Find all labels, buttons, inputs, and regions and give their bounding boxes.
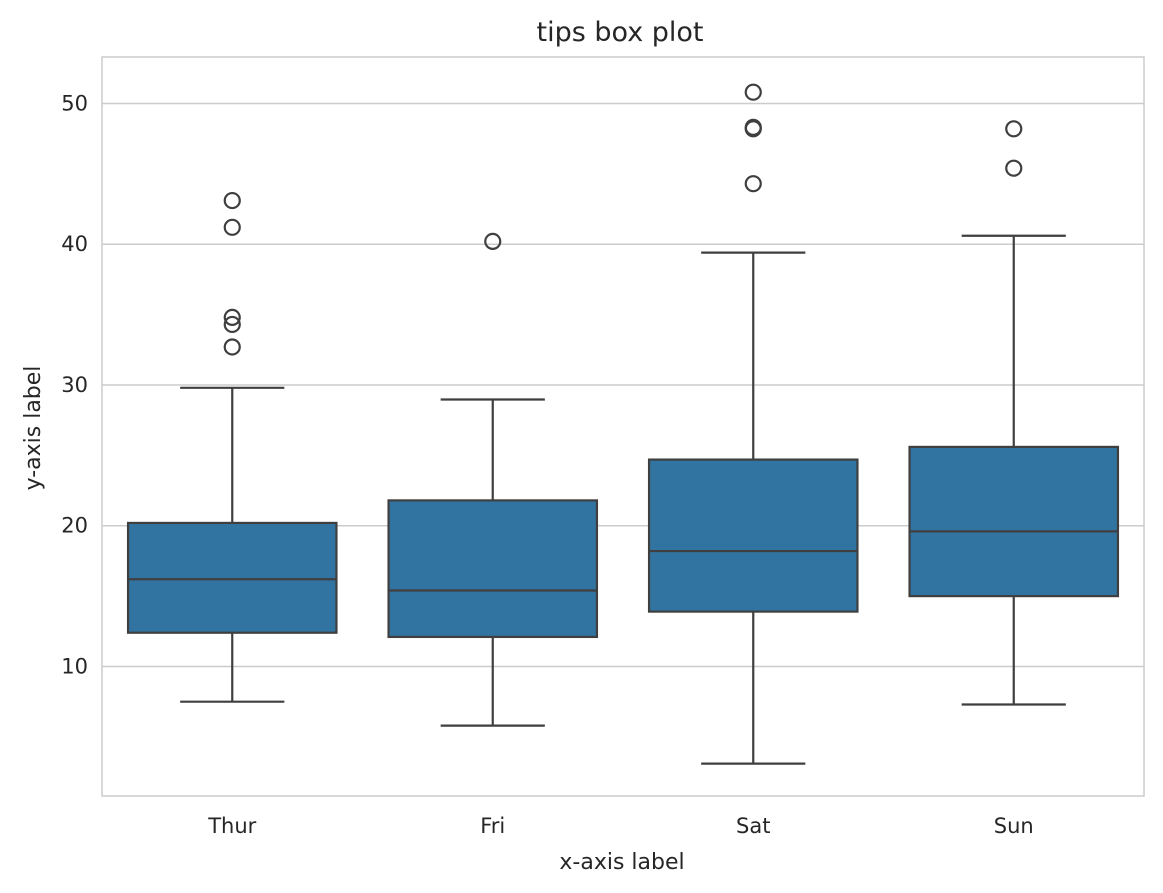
outlier-thur-1 bbox=[223, 315, 241, 334]
y-tick-label-40: 40 bbox=[61, 232, 88, 256]
box-group-thur bbox=[126, 191, 338, 703]
outlier-sat-3 bbox=[744, 83, 762, 101]
x-tick-label-fri: Fri bbox=[480, 814, 505, 838]
x-axis-label: x-axis label bbox=[559, 850, 684, 875]
outlier-sun-0 bbox=[1005, 159, 1023, 177]
tick-labels: 10 20 30 40 50 Thur Fri Sat Sun bbox=[61, 91, 1033, 838]
y-tick-label-20: 20 bbox=[61, 514, 88, 538]
outlier-thur-3 bbox=[223, 218, 241, 236]
iqr-box-thur bbox=[126, 521, 338, 634]
y-tick-label-10: 10 bbox=[61, 654, 88, 678]
box-group-fri bbox=[387, 232, 599, 727]
outlier-sun-1 bbox=[1005, 120, 1023, 138]
chart-title: tips box plot bbox=[536, 17, 703, 48]
iqr-box-sat bbox=[647, 458, 859, 613]
y-tick-label-30: 30 bbox=[61, 373, 88, 397]
outlier-thur-2 bbox=[223, 308, 241, 327]
x-tick-label-sun: Sun bbox=[994, 814, 1034, 838]
outlier-thur-4 bbox=[223, 191, 241, 210]
iqr-box-fri bbox=[387, 499, 599, 639]
box-group-sun bbox=[908, 120, 1120, 706]
box-group-sat bbox=[647, 83, 859, 765]
y-axis-label: y-axis label bbox=[21, 366, 46, 491]
outlier-fri-0 bbox=[484, 232, 502, 250]
outlier-thur-0 bbox=[223, 338, 241, 356]
outlier-sat-0 bbox=[744, 175, 762, 193]
outlier-sat-2 bbox=[744, 118, 762, 136]
plot-frame bbox=[101, 56, 1145, 797]
y-tick-label-50: 50 bbox=[61, 91, 88, 115]
boxes bbox=[126, 83, 1120, 765]
x-tick-label-sat: Sat bbox=[736, 814, 770, 838]
x-tick-label-thur: Thur bbox=[207, 814, 256, 838]
iqr-box-sun bbox=[908, 445, 1120, 598]
